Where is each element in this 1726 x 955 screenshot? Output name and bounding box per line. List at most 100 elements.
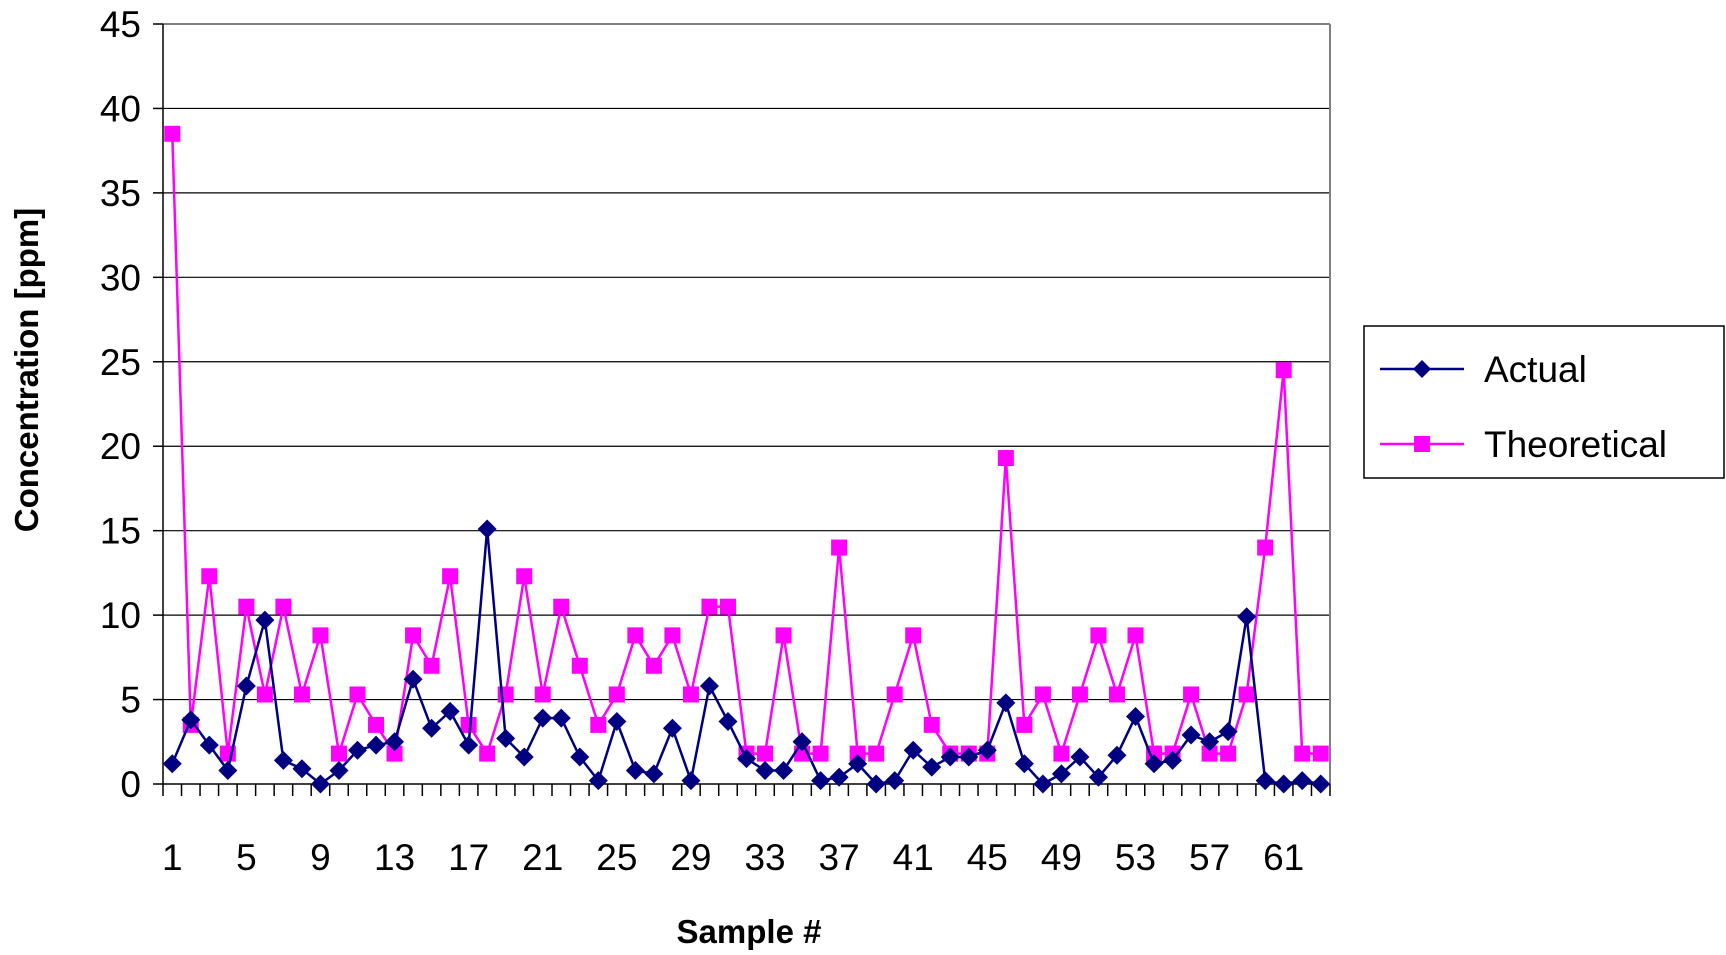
data-point-theoretical (701, 598, 718, 615)
data-point-actual (866, 774, 886, 794)
data-point-theoretical (1220, 745, 1237, 762)
x-tick-label: 9 (310, 837, 331, 878)
x-tick-label: 29 (670, 837, 711, 878)
data-point-actual (218, 760, 238, 780)
legend-marker-actual (1413, 360, 1431, 378)
data-point-actual (588, 771, 608, 791)
data-point-actual (922, 757, 942, 777)
legend-box (1363, 325, 1725, 479)
series-theoretical (164, 125, 1329, 762)
data-point-actual (737, 749, 756, 769)
data-point-actual (459, 735, 479, 755)
data-point-theoretical (293, 686, 310, 703)
data-point-actual (1088, 767, 1108, 787)
data-point-actual (718, 712, 738, 732)
data-point-theoretical (590, 716, 607, 733)
data-point-actual (699, 676, 719, 696)
data-point-actual (329, 760, 349, 780)
data-point-actual (255, 610, 275, 630)
data-point-actual (199, 735, 219, 755)
data-point-theoretical (256, 686, 273, 703)
data-point-theoretical (719, 598, 736, 615)
data-point-theoretical (386, 745, 403, 762)
data-point-actual (959, 747, 979, 767)
y-tick-label: 5 (120, 680, 141, 721)
data-point-actual (885, 771, 905, 791)
data-point-actual (533, 708, 553, 728)
data-point-theoretical (238, 598, 255, 615)
data-point-actual (1033, 774, 1053, 794)
data-point-actual (236, 676, 256, 696)
x-tick-label: 37 (819, 837, 860, 878)
data-point-theoretical (1312, 745, 1329, 762)
data-point-actual (977, 740, 997, 760)
x-tick-label: 57 (1189, 837, 1230, 878)
data-point-theoretical (1238, 686, 1255, 703)
data-point-actual (848, 754, 868, 774)
axes (153, 23, 1331, 796)
data-point-theoretical (516, 568, 533, 585)
series-layer (162, 125, 1331, 794)
data-point-actual (403, 669, 423, 689)
legend-marker-theoretical (1414, 436, 1430, 452)
data-point-actual (1218, 722, 1238, 742)
y-tick-label: 10 (100, 595, 141, 636)
data-point-theoretical (330, 745, 347, 762)
series-line-theoretical (171, 133, 1321, 758)
x-axis-title: Sample # (677, 913, 822, 950)
data-point-actual (644, 764, 664, 784)
data-point-theoretical (553, 598, 570, 615)
data-point-actual (1107, 745, 1127, 765)
x-tick-label: 45 (967, 837, 1008, 878)
grid-lines (163, 23, 1330, 701)
data-point-actual (940, 747, 960, 767)
legend-label-actual: Actual (1484, 349, 1587, 390)
data-point-theoretical (627, 627, 644, 644)
data-point-theoretical (923, 716, 940, 733)
data-point-actual (774, 760, 794, 780)
data-point-theoretical (479, 745, 496, 762)
y-tick-label: 45 (100, 4, 141, 45)
x-tick-label: 17 (448, 837, 489, 878)
x-tick-label: 33 (744, 837, 785, 878)
x-tick-label: 21 (522, 837, 563, 878)
data-point-actual (903, 740, 923, 760)
data-point-actual (181, 710, 201, 730)
data-point-theoretical (664, 627, 681, 644)
data-point-actual (811, 771, 831, 791)
data-point-theoretical (164, 125, 181, 142)
data-point-actual (1311, 774, 1331, 794)
series-actual (162, 519, 1331, 794)
data-point-theoretical (1183, 686, 1200, 703)
data-point-actual (792, 732, 812, 752)
data-point-actual (1051, 764, 1071, 784)
data-point-theoretical (886, 686, 903, 703)
data-point-actual (607, 712, 627, 732)
data-point-theoretical (442, 568, 459, 585)
data-point-actual (755, 760, 775, 780)
y-tick-label: 20 (100, 426, 141, 467)
data-point-theoretical (1294, 745, 1311, 762)
data-point-theoretical (571, 657, 588, 674)
data-point-actual (273, 750, 293, 770)
data-point-actual (996, 693, 1016, 713)
data-point-theoretical (905, 627, 922, 644)
data-point-actual (348, 740, 367, 760)
data-point-theoretical (1053, 745, 1070, 762)
y-tick-label: 25 (100, 342, 141, 383)
data-point-actual (1144, 754, 1164, 774)
y-tick-label: 30 (100, 257, 141, 298)
data-point-actual (1200, 732, 1220, 752)
data-point-theoretical (460, 716, 477, 733)
data-point-actual (829, 767, 849, 787)
x-tick-label: 5 (236, 837, 257, 878)
data-point-actual (625, 760, 645, 780)
data-point-actual (570, 747, 590, 767)
data-point-theoretical (868, 745, 885, 762)
data-point-theoretical (201, 568, 218, 585)
data-point-actual (551, 708, 571, 728)
data-point-theoretical (423, 657, 440, 674)
data-point-theoretical (1034, 686, 1051, 703)
x-tick-label: 1 (162, 837, 183, 878)
